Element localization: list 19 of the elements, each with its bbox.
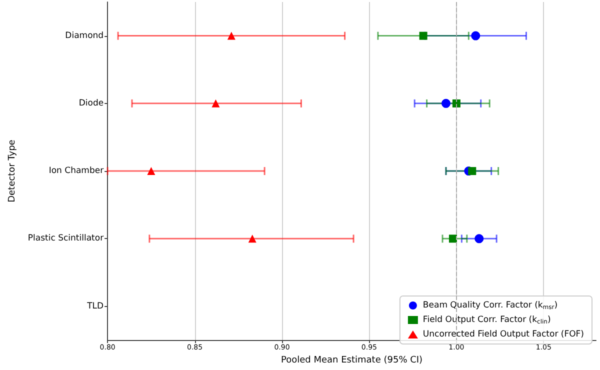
x-axis-title: Pooled Mean Estimate (95% CI) [281, 356, 423, 366]
point [248, 234, 256, 243]
y-tick-label: Diode [78, 98, 104, 108]
y-tick-label: TLD [86, 301, 104, 312]
point [147, 167, 156, 176]
point [441, 98, 450, 108]
point [212, 99, 220, 108]
point [468, 167, 476, 176]
point [452, 99, 460, 108]
point [448, 234, 457, 243]
y-axis-title: Detector Type [8, 139, 18, 202]
y-tick-label: Plastic Scintillator [28, 234, 104, 244]
point [419, 32, 428, 40]
point [471, 31, 480, 40]
point [474, 234, 484, 244]
legend-label: Uncorrected Field Output Factor (FOF) [422, 330, 584, 340]
y-tick-label: Diamond [65, 30, 104, 41]
y-tick-label: Ion Chamber [48, 166, 104, 176]
point [227, 32, 236, 40]
